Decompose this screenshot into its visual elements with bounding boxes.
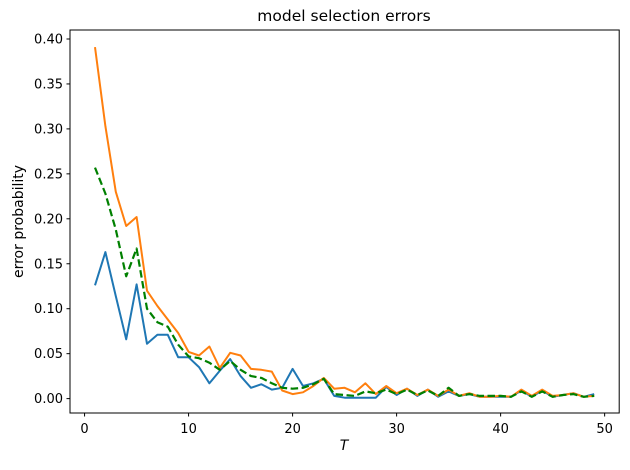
x-tick-label: 0 (80, 422, 88, 437)
y-tick-label: 0.05 (34, 347, 63, 362)
line-series-1-blue (94, 251, 595, 399)
y-tick-label: 0.10 (34, 302, 63, 317)
x-tick-label: 20 (284, 422, 301, 437)
line-series-3-green-dashed (93, 167, 595, 398)
y-tick-label: 0.35 (34, 77, 63, 92)
y-tick-label: 0.00 (34, 392, 63, 407)
y-axis-label: error probability (11, 165, 27, 278)
chart-title: model selection errors (257, 7, 430, 25)
x-tick-label: 30 (388, 422, 405, 437)
y-tick-label: 0.40 (34, 32, 63, 47)
x-axis-label: T (340, 438, 350, 454)
x-tick-label: 40 (492, 422, 509, 437)
y-tick-label: 0.15 (34, 257, 63, 272)
plot-dynamic-content: 0 10 20 30 40 50 0.00 0.05 0.10 0.15 0.20 0.25 0.30 0… (34, 32, 613, 437)
y-tick-label: 0.30 (34, 122, 63, 137)
plot-border (69, 29, 620, 414)
y-tick-label: 0.25 (34, 167, 63, 182)
line-series-2-orange (94, 46, 595, 398)
y-tick-label: 0.20 (34, 212, 63, 227)
x-tick-label: 10 (180, 422, 197, 437)
x-tick-label: 50 (596, 422, 613, 437)
